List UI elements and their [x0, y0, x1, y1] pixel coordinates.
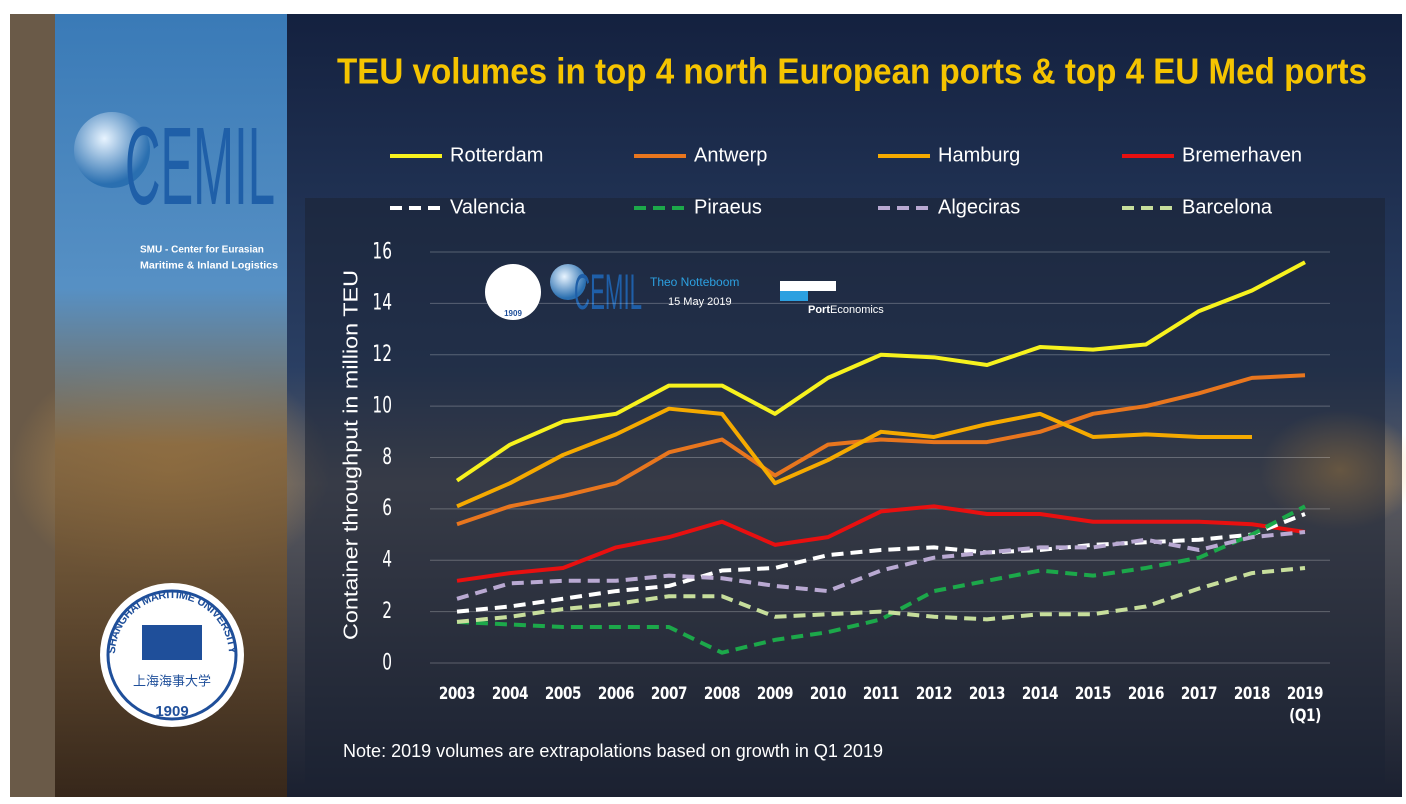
x-tick-label: 2015: [1069, 683, 1117, 705]
x-tick-label: 2012: [910, 683, 958, 705]
badge-ship: [142, 625, 202, 660]
y-tick-label: 2: [382, 598, 392, 623]
author: Theo Notteboom: [650, 275, 739, 289]
chart: CEMIL SMU - Center for Eurasian Maritime…: [0, 0, 1406, 799]
y-tick-label: 4: [382, 547, 392, 572]
legend-label: Barcelona: [1182, 196, 1273, 218]
pe-block: [808, 281, 836, 291]
legend-label: Piraeus: [694, 196, 762, 218]
publisher: PortEconomics: [808, 304, 884, 316]
x-tick-label: 2016: [1122, 683, 1170, 705]
x-tick-label: 2017: [1175, 683, 1223, 705]
x-tick-label: 2008: [698, 683, 746, 705]
x-tick-label: 2019 (Q1): [1281, 683, 1329, 727]
y-axis-label: Container throughput in million TEU: [340, 270, 362, 640]
note: Note: 2019 volumes are extrapolations ba…: [343, 741, 883, 761]
small-logo: CEMIL: [574, 264, 642, 320]
publisher-rest: Economics: [830, 304, 884, 316]
y-tick-label: 0: [382, 650, 392, 675]
founded: 1909: [155, 703, 188, 720]
y-tick-label: 8: [382, 444, 392, 469]
x-tick-label: 2005: [539, 683, 587, 705]
x-tick-label: 2018: [1228, 683, 1276, 705]
legend-label: Antwerp: [694, 144, 767, 166]
x-tick-label: 2009: [751, 683, 799, 705]
legend-label: Valencia: [450, 196, 526, 218]
center-name: SMU - Center for Eurasian: [140, 245, 264, 256]
x-tick-label: 2006: [592, 683, 640, 705]
x-tick-label: 2004: [486, 683, 534, 705]
university-cn: 上海海事大学: [133, 674, 211, 690]
publisher-bold: Port: [808, 304, 830, 316]
legend-label: Bremerhaven: [1182, 144, 1302, 166]
slide: CEMIL SMU - Center for Eurasian Maritime…: [0, 0, 1406, 799]
x-tick-label: 2011: [857, 683, 905, 705]
y-tick-label: 6: [382, 496, 392, 521]
center-name: Maritime & Inland Logistics: [140, 261, 278, 272]
date: 15 May 2019: [668, 296, 732, 308]
legend-label: Algeciras: [938, 196, 1020, 218]
y-tick-label: 12: [372, 341, 392, 366]
logo-text: CEMIL: [125, 105, 275, 228]
pe-block: [780, 291, 808, 301]
legend-label: Rotterdam: [450, 144, 543, 166]
pe-block: [780, 281, 808, 291]
y-tick-label: 10: [372, 393, 392, 418]
x-tick-label: 2010: [804, 683, 852, 705]
legend-label: Hamburg: [938, 144, 1020, 166]
y-tick-label: 14: [372, 290, 392, 315]
x-tick-label: 2014: [1016, 683, 1064, 705]
chart-title: TEU volumes in top 4 north European port…: [337, 51, 1367, 92]
y-tick-label: 16: [372, 239, 392, 264]
x-tick-label: 2003: [433, 683, 481, 705]
x-tick-label: 2013: [963, 683, 1011, 705]
small-founded: 1909: [504, 309, 522, 318]
x-tick-label: 2007: [645, 683, 693, 705]
